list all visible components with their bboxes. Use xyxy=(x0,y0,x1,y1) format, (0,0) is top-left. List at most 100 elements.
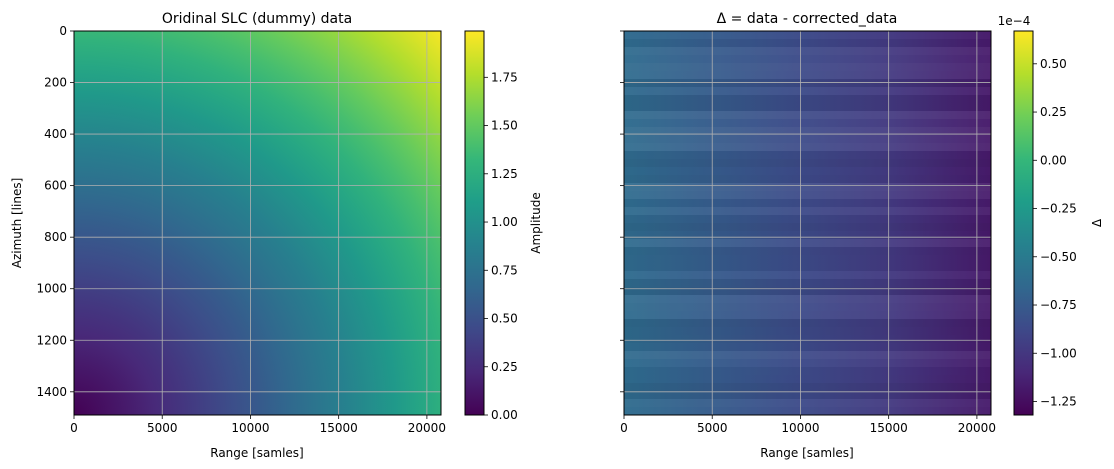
colorbar-tick-label: 0.00 xyxy=(1040,153,1067,167)
colorbar-tick-label: 0.25 xyxy=(491,360,518,374)
colorbar-tick-label: −0.25 xyxy=(1040,202,1077,216)
stripe xyxy=(624,95,991,103)
stripe xyxy=(624,399,991,407)
stripe xyxy=(624,359,991,367)
right-heatmap-striping xyxy=(624,31,991,407)
y-tick-label: 0 xyxy=(59,24,67,38)
stripe xyxy=(624,207,991,215)
y-tick-label: 200 xyxy=(44,76,67,90)
y-tick-label: 600 xyxy=(44,179,67,193)
right-heatmap-image xyxy=(624,31,991,415)
stripe xyxy=(624,79,991,87)
stripe xyxy=(624,87,991,95)
colorbar-left: 0.00 0.25 0.50 0.75 1.00 1.25 1.50 1.75 Amplitu… xyxy=(464,30,543,422)
left-colorbar-ticks: 0.00 0.25 0.50 0.75 1.00 1.25 1.50 1.75 xyxy=(484,70,518,422)
left-ylabel: Azimuth [lines] xyxy=(10,178,24,269)
x-tick-label: 0 xyxy=(70,421,78,435)
stripe xyxy=(624,143,991,151)
colorbar-tick-label: 0.50 xyxy=(491,312,518,326)
stripe xyxy=(624,183,991,191)
right-x-ticks: 0 5000 10000 15000 20000 xyxy=(620,415,996,435)
left-axes-frame xyxy=(73,30,442,416)
colorbar-tick-label: 0.50 xyxy=(1040,57,1067,71)
panel-right: Δ = data - corrected_data 0 5000 10000 1500… xyxy=(620,11,996,460)
x-tick-label: 15000 xyxy=(870,421,908,435)
colorbar-tick-label: −0.50 xyxy=(1040,250,1077,264)
stripe xyxy=(624,255,991,263)
stripe xyxy=(624,247,991,255)
x-tick-label: 5000 xyxy=(147,421,178,435)
right-colorbar-label: Δ xyxy=(1090,218,1104,227)
right-axes-frame xyxy=(623,30,992,416)
stripe xyxy=(624,367,991,375)
colorbar-tick-label: 0.25 xyxy=(1040,105,1067,119)
colorbar-tick-label: −1.00 xyxy=(1040,346,1077,360)
y-tick-label: 800 xyxy=(44,230,67,244)
left-colorbar-label: Amplitude xyxy=(529,192,543,254)
stripe xyxy=(624,151,991,159)
stripe xyxy=(624,383,991,391)
stripe xyxy=(624,279,991,287)
x-tick-label: 0 xyxy=(620,421,628,435)
colorbar-tick-label: 0.00 xyxy=(491,408,518,422)
right-colorbar-bar xyxy=(1013,30,1034,416)
stripe xyxy=(624,71,991,79)
stripe xyxy=(624,119,991,127)
x-tick-label: 10000 xyxy=(781,421,819,435)
right-xlabel: Range [samles] xyxy=(760,446,853,460)
left-colorbar-bar xyxy=(464,30,485,416)
stripe xyxy=(624,351,991,359)
y-tick-label: 1200 xyxy=(36,333,67,347)
stripe xyxy=(624,191,991,199)
x-tick-label: 10000 xyxy=(231,421,269,435)
stripe xyxy=(624,343,991,351)
left-title: Oridinal SLC (dummy) data xyxy=(162,11,352,27)
stripe xyxy=(624,103,991,111)
left-y-ticks: 0 200 400 600 800 1000 1200 1400 xyxy=(36,24,74,399)
stripe xyxy=(624,311,991,319)
y-tick-label: 400 xyxy=(44,127,67,141)
stripe xyxy=(624,223,991,231)
stripe xyxy=(624,327,991,335)
stripe xyxy=(624,239,991,247)
stripe xyxy=(624,287,991,295)
x-tick-label: 20000 xyxy=(958,421,996,435)
colorbar-right: −1.25 −1.00 −0.75 −0.50 −0.25 0.00 0.25 0.50 1e… xyxy=(998,14,1104,416)
stripe xyxy=(624,63,991,71)
panel-left: Oridinal SLC (dummy) data 0 5000 10000 1500… xyxy=(10,11,446,460)
stripe xyxy=(624,111,991,119)
colorbar-tick-label: 1.25 xyxy=(491,167,518,181)
right-colorbar-offset: 1e−4 xyxy=(998,14,1031,28)
stripe xyxy=(624,231,991,239)
left-xlabel: Range [samles] xyxy=(210,446,303,460)
stripe xyxy=(624,199,991,207)
right-y-ticks xyxy=(620,30,624,393)
colorbar-tick-label: 0.75 xyxy=(491,263,518,277)
y-tick-label: 1000 xyxy=(36,282,67,296)
stripe xyxy=(624,295,991,303)
colorbar-tick-label: 1.50 xyxy=(491,119,518,133)
stripe xyxy=(624,335,991,343)
colorbar-tick-label: −1.25 xyxy=(1040,394,1077,408)
stripe xyxy=(624,215,991,223)
stripe xyxy=(624,159,991,167)
x-tick-label: 15000 xyxy=(320,421,358,435)
right-title: Δ = data - corrected_data xyxy=(717,11,898,27)
stripe xyxy=(624,263,991,271)
stripe xyxy=(624,31,991,39)
stripe xyxy=(624,39,991,47)
stripe xyxy=(624,319,991,327)
stripe xyxy=(624,135,991,143)
stripe xyxy=(624,127,991,135)
stripe xyxy=(624,391,991,399)
x-tick-label: 20000 xyxy=(408,421,446,435)
left-heatmap-image xyxy=(74,31,441,415)
stripe xyxy=(624,55,991,63)
stripe xyxy=(624,175,991,183)
right-colorbar-ticks: −1.25 −1.00 −0.75 −0.50 −0.25 0.00 0.25 0.50 xyxy=(1033,57,1077,408)
y-tick-label: 1400 xyxy=(36,385,67,399)
stripe xyxy=(624,375,991,383)
stripe xyxy=(624,303,991,311)
stripe xyxy=(624,47,991,55)
